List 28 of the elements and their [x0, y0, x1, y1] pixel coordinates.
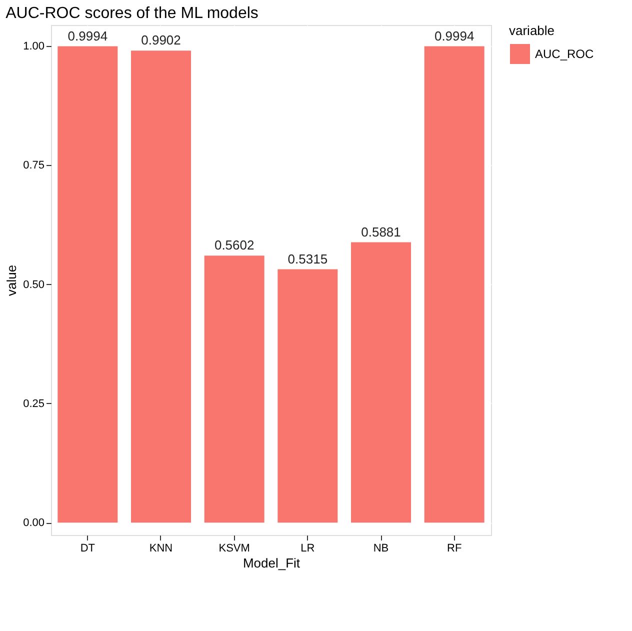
- y-tick-label: 0.25: [23, 398, 44, 410]
- bar: [131, 50, 191, 523]
- y-tick-label: 0.00: [23, 517, 44, 530]
- y-tick-label: 0.75: [23, 160, 44, 172]
- x-axis-title: Model_Fit: [242, 556, 300, 570]
- bar: [424, 46, 484, 523]
- chart-title: AUC-ROC scores of the ML models: [6, 5, 258, 22]
- x-tick-label: KSVM: [218, 542, 250, 554]
- x-tick-label: KNN: [149, 542, 173, 554]
- bar: [278, 269, 338, 523]
- data-label: 0.9994: [434, 28, 474, 44]
- bar: [204, 256, 264, 523]
- y-axis-title: value: [4, 264, 20, 296]
- bar: [351, 242, 411, 523]
- x-tick-label: NB: [373, 542, 389, 554]
- x-tick-label: LR: [300, 542, 315, 554]
- data-label: 0.5315: [288, 251, 328, 266]
- data-label: 0.5602: [214, 238, 254, 253]
- bar: [58, 46, 118, 523]
- x-tick-label: DT: [80, 542, 96, 554]
- data-label: 0.5881: [361, 224, 401, 240]
- data-label: 0.9994: [68, 28, 108, 44]
- x-tick-label: RF: [446, 542, 462, 554]
- y-tick-label: 1.00: [23, 40, 44, 52]
- legend-title: variable: [509, 23, 555, 38]
- y-tick-label: 0.50: [23, 278, 44, 291]
- legend-label: AUC_ROC: [535, 47, 594, 61]
- data-label: 0.9902: [141, 32, 181, 48]
